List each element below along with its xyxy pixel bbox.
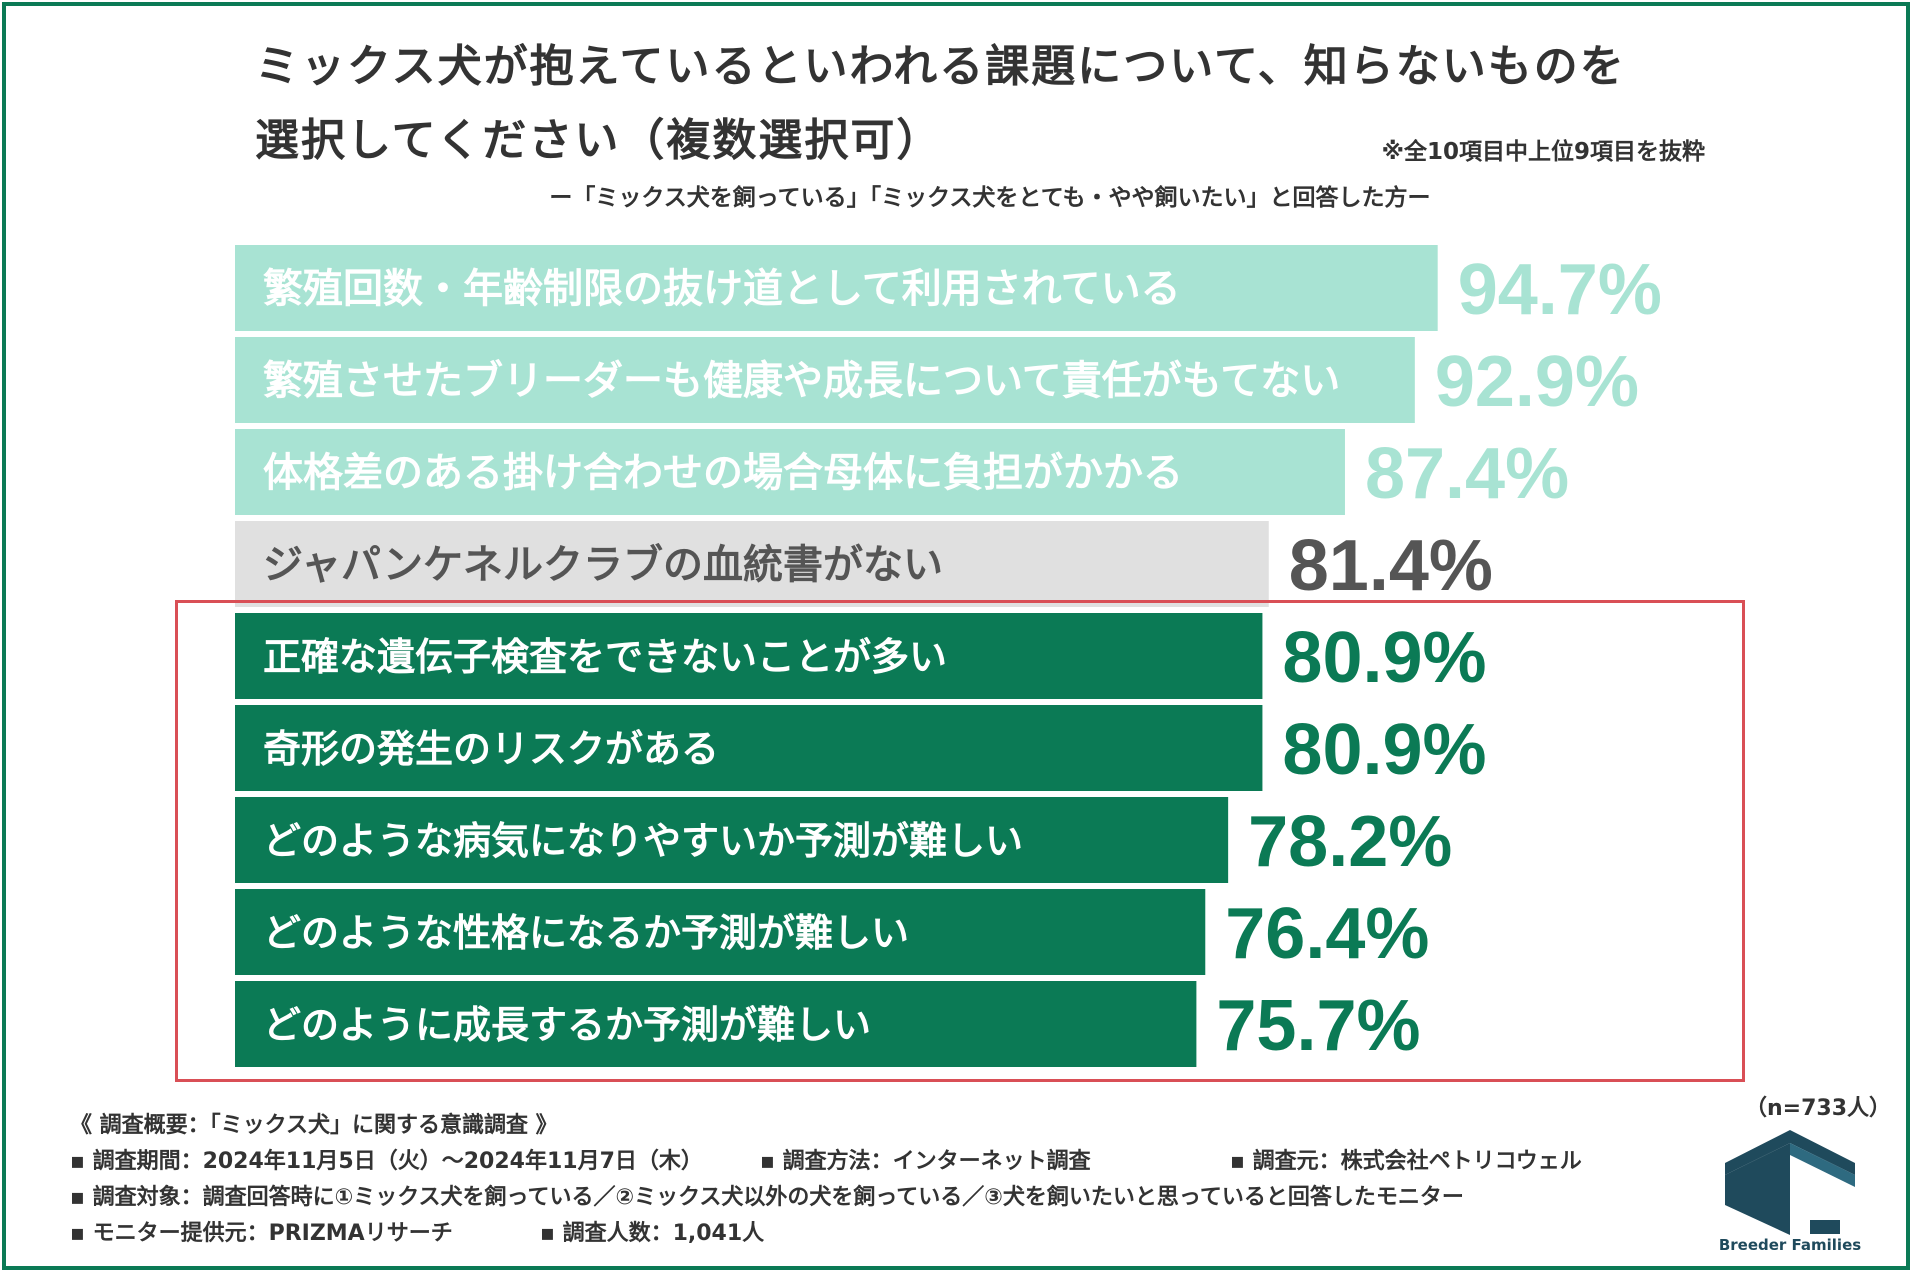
bar-label-5: 正確な遺伝子検査をできないことが多い: [263, 635, 947, 679]
footer-method: ▪ 調査方法：インターネット調査: [760, 1149, 1091, 1174]
bar-label-9: どのように成長するか予測が難しい: [263, 1003, 871, 1047]
chart-subtitle: ー「ミックス犬を飼っている」「ミックス犬をとても・やや飼いたい」と回答した方ー: [549, 185, 1431, 211]
breeder-families-logo: [1725, 1130, 1855, 1235]
bar-4: [235, 521, 1269, 607]
bar-2: [235, 337, 1415, 423]
bar-label-1: 繁殖回数・年齢制限の抜け道として利用されている: [263, 266, 1181, 312]
bar-label-2: 繁殖させたブリーダーも健康や成長について責任がもてない: [263, 358, 1340, 404]
bar-7: [235, 797, 1229, 883]
logo-text: Breeder Families: [1718, 1236, 1862, 1254]
bar-5: [235, 613, 1263, 699]
highlight-box: [175, 600, 1745, 1082]
items-note: ※全10項目中上位9項目を抜粋: [1381, 139, 1705, 165]
bar-label-7: どのような病気になりやすいか予測が難しい: [263, 819, 1023, 863]
value-label-7: 78.2%: [1248, 802, 1452, 882]
bar-chart: 繁殖回数・年齢制限の抜け道として利用されている 94.7% 繁殖させたブリーダーも健…: [235, 245, 1662, 1067]
bar-label-3: 体格差のある掛け合わせの場合母体に負担がかかる: [263, 450, 1183, 496]
bar-6: [235, 705, 1263, 791]
bar-label-6: 奇形の発生のリスクがある: [263, 727, 719, 771]
footer-target: ▪ 調査対象：調査回答時に①ミックス犬を飼っている／②ミックス犬以外の犬を飼って…: [70, 1185, 1464, 1210]
bar-label-4: ジャパンケネルクラブの血統書がない: [263, 542, 943, 588]
footer-respondents: ▪ 調査人数：1,041人: [540, 1221, 765, 1246]
chart-title: ミックス犬が抱えているといわれる課題について、知らないものを 選択してください（…: [255, 30, 1735, 178]
survey-overview: 《 調査概要：「ミックス犬」に関する意識調査 》 ▪ 調査期間：2024年11月…: [70, 1108, 1770, 1252]
footer-period: ▪ 調査期間：2024年11月5日（火）〜2024年11月7日（木）: [70, 1149, 703, 1174]
value-label-1: 94.7%: [1458, 250, 1662, 330]
title-line-2: 選択してください（複数選択可）: [255, 115, 943, 166]
footer-heading: 《 調査概要：「ミックス犬」に関する意識調査 》: [70, 1113, 558, 1138]
value-label-4: 81.4%: [1289, 526, 1493, 606]
footer-provider: ▪ モニター提供元：PRIZMAリサーチ: [70, 1221, 453, 1246]
value-label-9: 75.7%: [1216, 986, 1420, 1066]
value-label-8: 76.4%: [1225, 894, 1429, 974]
footer-organizer: ▪ 調査元：株式会社ペトリコウェル: [1230, 1149, 1582, 1174]
value-label-2: 92.9%: [1435, 342, 1639, 422]
bar-3: [235, 429, 1345, 515]
title-line-1: ミックス犬が抱えているといわれる課題について、知らないものを: [255, 41, 1626, 92]
bar-8: [235, 889, 1206, 975]
value-label-6: 80.9%: [1282, 710, 1486, 790]
value-label-5: 80.9%: [1282, 618, 1486, 698]
sample-size: （n=733人）: [1745, 1096, 1892, 1121]
bar-9: [235, 981, 1197, 1067]
value-label-3: 87.4%: [1365, 434, 1569, 514]
bar-1: [235, 245, 1438, 331]
bar-label-8: どのような性格になるか予測が難しい: [263, 911, 909, 955]
